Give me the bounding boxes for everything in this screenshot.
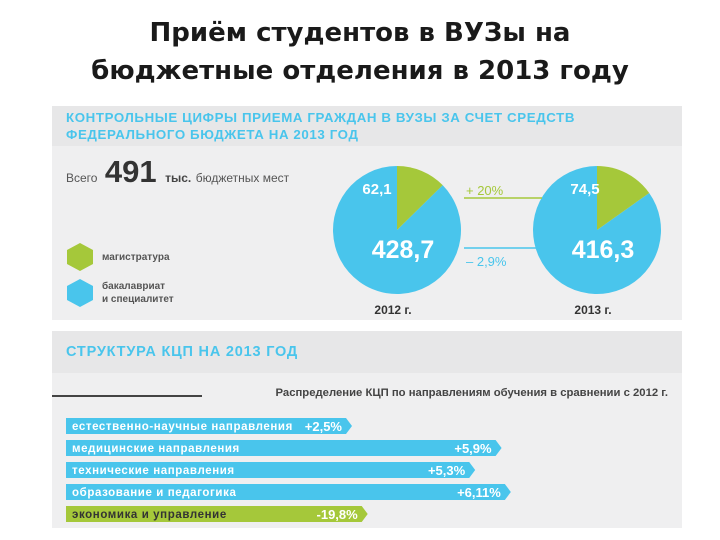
change-indicators: + 20% – 2,9%: [464, 183, 542, 269]
bar-category-label: естественно-научные направления: [72, 421, 293, 433]
total-suffix: бюджетных мест: [195, 171, 290, 185]
legend-item-masters: магистратура: [66, 242, 170, 272]
bar: [66, 440, 502, 456]
bar-category-label: технические направления: [72, 465, 235, 477]
total-places: Всего 491 тыс. бюджетных мест: [66, 154, 289, 190]
bar-row: естественно-научные направления +2,5%: [66, 418, 352, 434]
total-unit: тыс.: [165, 171, 192, 185]
structure-panel: СТРУКТУРА КЦП НА 2013 ГОД Распределение …: [52, 331, 682, 528]
pie-label-bachelors: 428,7: [372, 236, 435, 264]
bar-row: технические направления +5,3%: [66, 462, 476, 478]
pie-label-bachelors: 416,3: [572, 236, 635, 264]
pie-slice-masters: [397, 166, 443, 230]
bar-value-label: +5,9%: [454, 441, 492, 456]
legend-label-masters: магистратура: [102, 251, 170, 263]
pie-2013: 74,5 416,3 2013 г.: [532, 166, 661, 317]
slide-title: Приём студентов в ВУЗы на бюджетные отде…: [0, 14, 720, 90]
bar-category-label: экономика и управление: [72, 509, 227, 521]
bar-row: образование и педагогика +6,11%: [66, 484, 511, 500]
bar: [66, 418, 352, 434]
bar-row: медицинские направления +5,9%: [66, 440, 502, 456]
structure-header: СТРУКТУРА КЦП НА 2013 ГОД: [52, 331, 682, 373]
pie-year-label: 2012 г.: [374, 303, 411, 317]
pie-slice-masters: [597, 166, 650, 230]
bar-value-label: +6,11%: [457, 485, 501, 500]
slide-title-line-1: Приём студентов в ВУЗы на: [149, 18, 571, 48]
bar-value-label: +5,3%: [428, 463, 466, 478]
bar-row: экономика и управление -19,8%: [66, 506, 368, 522]
pie-2012: 62,1 428,7 2012 г.: [333, 166, 461, 317]
bar: [66, 462, 476, 478]
pie-year-label: 2013 г.: [574, 303, 611, 317]
legend-label-bachelors: бакалавриат и специалитет: [102, 281, 174, 305]
subtitle-rule: [52, 395, 202, 397]
direction-bar-chart: естественно-научные направления +2,5% меди…: [66, 418, 511, 522]
legend-hexagon-icon-bachelors: [67, 279, 93, 307]
legend-item-bachelors: бакалавриат и специалитет: [66, 278, 174, 308]
pie-label-masters: 74,5: [570, 181, 599, 198]
pie-label-masters: 62,1: [362, 181, 391, 198]
slide-title-line-2: бюджетные отделения в 2013 году: [91, 56, 629, 86]
total-value: 491: [104, 154, 157, 189]
legend-hexagon-bachelors: [67, 279, 93, 307]
legend-hexagon-icon-masters: [67, 243, 93, 271]
bar: [66, 484, 511, 500]
change-label: – 2,9%: [466, 254, 507, 269]
pie-charts: 62,1 428,7 2012 г. 74,5 416,3 2013 г. + 20% –…: [333, 166, 661, 317]
bar-value-label: +2,5%: [305, 419, 343, 434]
legend-hexagon-masters: [67, 243, 93, 271]
structure-subtitle-text: Распределение КЦП по направлениям обучен…: [275, 387, 668, 399]
bar-category-label: медицинские направления: [72, 443, 240, 455]
admission-figures-header: КОНТРОЛЬНЫЕ ЦИФРЫ ПРИЕМА ГРАЖДАН В ВУЗЫ …: [52, 106, 682, 146]
total-prefix: Всего: [66, 171, 98, 185]
structure-subtitle: Распределение КЦП по направлениям обучен…: [52, 385, 674, 405]
bar-category-label: образование и педагогика: [72, 487, 236, 499]
admission-figures-title: КОНТРОЛЬНЫЕ ЦИФРЫ ПРИЕМА ГРАЖДАН В ВУЗЫ …: [66, 110, 576, 142]
bar: [66, 506, 368, 522]
pie-slice-bachelors: [532, 166, 661, 294]
change-label: + 20%: [466, 183, 504, 198]
structure-title: СТРУКТУРА КЦП НА 2013 ГОД: [66, 344, 299, 360]
admission-figures-panel: КОНТРОЛЬНЫЕ ЦИФРЫ ПРИЕМА ГРАЖДАН В ВУЗЫ …: [52, 106, 682, 320]
bar-value-label: -19,8%: [317, 507, 359, 522]
